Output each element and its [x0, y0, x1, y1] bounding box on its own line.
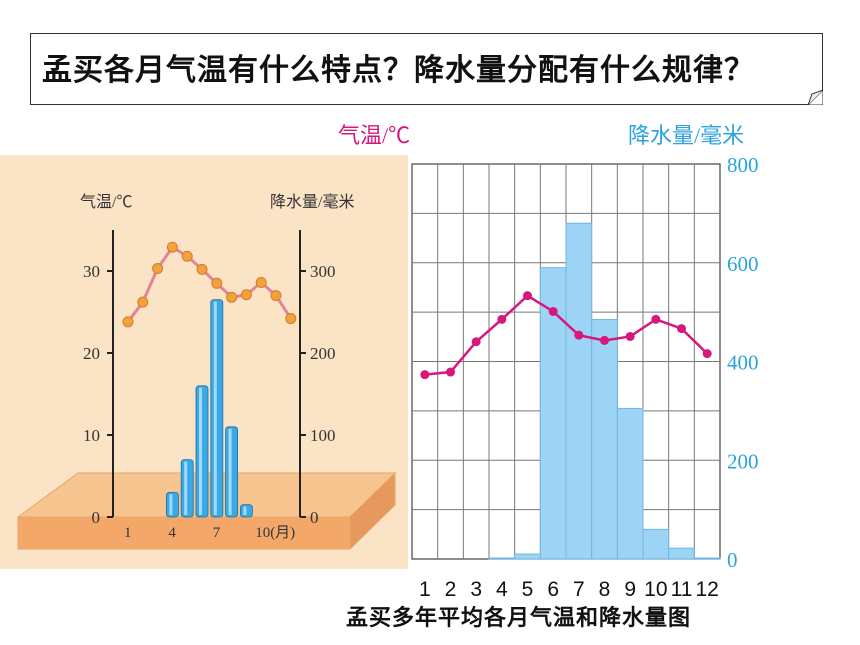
- left-precip-bar-highlight: [228, 428, 232, 515]
- left-x-tick-label: 4: [168, 525, 176, 541]
- left-precip-axis-label: 降水量/毫米: [270, 192, 354, 211]
- right-precip-bar: [616, 407, 644, 560]
- right-precip-bar: [565, 222, 593, 560]
- right-temp-point: [677, 324, 686, 334]
- right-month-label: 12: [695, 578, 718, 601]
- right-precip-bar: [668, 547, 695, 560]
- left-x-tick-label: 1: [124, 525, 132, 541]
- left-temp-point: [240, 289, 252, 301]
- right-temp-line: [424, 294, 709, 376]
- right-temp-point: [574, 330, 584, 340]
- question-box: [30, 33, 823, 105]
- left-precip-tick-label: 300: [310, 262, 336, 281]
- base-front: [17, 516, 351, 550]
- right-temp-point: [600, 335, 609, 345]
- right-precip-tick-label: 0: [727, 548, 738, 572]
- left-temp-point: [137, 296, 149, 308]
- left-precip-tick-label: 200: [310, 344, 336, 363]
- left-temp-point: [270, 290, 282, 302]
- right-month-label: 4: [496, 578, 508, 601]
- right-temp-point: [523, 291, 532, 301]
- left-precip-bar-highlight: [213, 301, 217, 515]
- base-side: [349, 471, 396, 551]
- left-x-tick-label: 10(月): [255, 525, 295, 541]
- left-temp-point: [226, 291, 238, 303]
- left-x-tick-label: 7: [213, 525, 221, 541]
- left-temp-point: [181, 250, 193, 262]
- left-temp-tick-label: 20: [83, 344, 100, 363]
- left-temp-point: [122, 316, 134, 328]
- left-precip-bar-highlight: [169, 494, 173, 515]
- right-temp-point: [651, 314, 661, 324]
- right-temp-point: [471, 337, 481, 347]
- right-month-label: 1: [419, 578, 431, 601]
- left-precip-bar-highlight: [243, 506, 247, 515]
- chart-caption: 孟买多年平均各月气温和降水量图: [346, 606, 692, 631]
- right-precip-tick-label: 800: [727, 153, 759, 177]
- right-temp-point: [446, 367, 455, 377]
- right-month-label: 7: [573, 578, 585, 601]
- right-precip-tick-label: 200: [727, 449, 759, 473]
- left-precip-tick-label: 0: [310, 508, 319, 527]
- right-precip-bar: [642, 528, 670, 560]
- right-month-label: 10: [644, 578, 667, 601]
- right-month-label: 2: [445, 578, 457, 601]
- left-temp-point: [285, 313, 297, 325]
- right-temp-point: [625, 331, 635, 341]
- question-text: 孟买各月气温有什么特点？降水量分配有什么规律？: [42, 53, 755, 88]
- left-temp-point: [211, 277, 223, 289]
- right-temp-point: [497, 314, 507, 324]
- left-temp-tick-label: 10: [83, 426, 100, 445]
- left-temp-point: [166, 241, 178, 253]
- left-precip-tick-label: 100: [310, 426, 336, 445]
- right-precip-tick-label: 400: [727, 351, 759, 375]
- page-fold-icon: [808, 90, 823, 105]
- right-temp-point: [548, 306, 558, 316]
- right-temp-point: [420, 370, 430, 380]
- left-temp-axis-label: 气温/℃: [80, 193, 132, 211]
- right-month-label: 3: [470, 578, 482, 601]
- left-precip-bar-highlight: [199, 387, 202, 515]
- right-precip-bar: [514, 553, 541, 560]
- right-precip-bar: [693, 557, 721, 560]
- right-month-label: 5: [522, 578, 534, 601]
- right-precip-bar: [488, 557, 516, 560]
- right-temp-axis-label: 气温/℃: [338, 123, 410, 148]
- right-month-label: 8: [599, 578, 611, 601]
- right-month-label: 11: [671, 578, 693, 601]
- left-temp-point: [152, 263, 164, 275]
- right-precip-axis-label: 降水量/毫米: [628, 123, 744, 148]
- left-temp-tick-label: 0: [92, 508, 101, 527]
- left-temp-point: [196, 263, 208, 275]
- left-temp-point: [255, 276, 267, 288]
- right-month-label: 6: [547, 578, 559, 601]
- right-precip-bar: [591, 319, 618, 560]
- right-precip-bar: [539, 267, 567, 560]
- left-temp-tick-label: 30: [83, 262, 100, 281]
- left-precip-bar-highlight: [184, 461, 188, 515]
- right-month-label: 9: [624, 578, 636, 601]
- right-temp-point: [702, 349, 712, 359]
- right-precip-tick-label: 600: [727, 252, 759, 276]
